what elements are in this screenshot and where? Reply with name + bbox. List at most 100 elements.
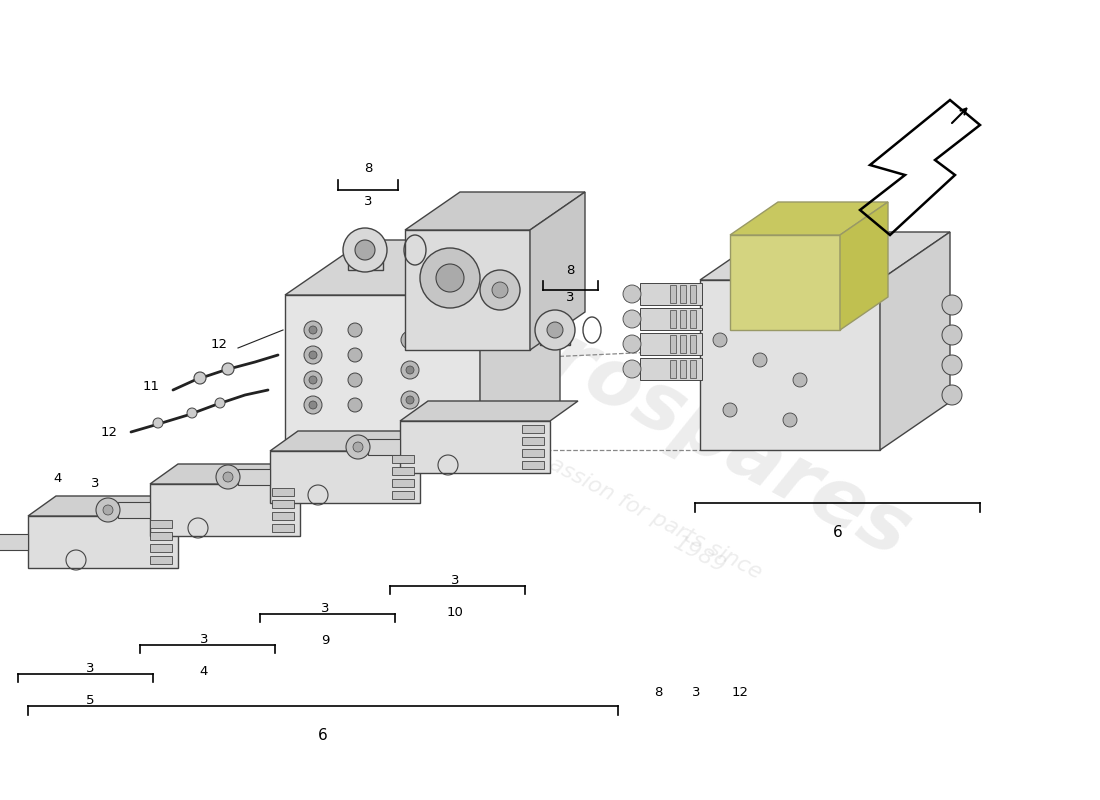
Text: 3: 3 xyxy=(692,686,701,698)
Circle shape xyxy=(346,435,370,459)
FancyBboxPatch shape xyxy=(0,534,28,550)
Text: 12: 12 xyxy=(732,686,748,698)
Circle shape xyxy=(623,360,641,378)
Circle shape xyxy=(216,465,240,489)
Text: 3: 3 xyxy=(566,291,574,304)
FancyBboxPatch shape xyxy=(640,358,702,380)
Circle shape xyxy=(343,228,387,272)
Circle shape xyxy=(348,323,362,337)
Text: 3: 3 xyxy=(364,195,372,208)
Polygon shape xyxy=(700,232,950,280)
Circle shape xyxy=(153,418,163,428)
Text: 3: 3 xyxy=(321,602,329,615)
Circle shape xyxy=(214,398,225,408)
Polygon shape xyxy=(285,240,560,295)
Circle shape xyxy=(309,351,317,359)
FancyBboxPatch shape xyxy=(680,335,686,353)
Text: 3: 3 xyxy=(90,477,99,490)
Text: 4: 4 xyxy=(200,665,208,678)
FancyBboxPatch shape xyxy=(285,295,480,460)
Polygon shape xyxy=(28,496,206,516)
Circle shape xyxy=(547,322,563,338)
FancyBboxPatch shape xyxy=(680,285,686,303)
Circle shape xyxy=(304,346,322,364)
Circle shape xyxy=(402,331,419,349)
Polygon shape xyxy=(730,202,888,235)
Text: 11: 11 xyxy=(143,381,160,394)
Text: 6: 6 xyxy=(318,728,328,743)
FancyBboxPatch shape xyxy=(690,285,696,303)
FancyBboxPatch shape xyxy=(670,310,676,328)
Text: 8: 8 xyxy=(364,162,372,175)
FancyBboxPatch shape xyxy=(348,240,383,270)
Text: 3: 3 xyxy=(200,633,208,646)
Circle shape xyxy=(492,282,508,298)
Circle shape xyxy=(480,270,520,310)
FancyBboxPatch shape xyxy=(522,437,544,445)
FancyBboxPatch shape xyxy=(28,516,178,568)
Text: a passion for parts since: a passion for parts since xyxy=(515,437,766,583)
FancyBboxPatch shape xyxy=(405,230,530,350)
FancyBboxPatch shape xyxy=(670,360,676,378)
FancyBboxPatch shape xyxy=(150,484,300,536)
Circle shape xyxy=(304,371,322,389)
Text: 9: 9 xyxy=(321,634,329,647)
Text: 8: 8 xyxy=(566,264,574,277)
Circle shape xyxy=(103,505,113,515)
FancyBboxPatch shape xyxy=(150,544,172,552)
Circle shape xyxy=(187,408,197,418)
FancyBboxPatch shape xyxy=(680,360,686,378)
Circle shape xyxy=(348,348,362,362)
Circle shape xyxy=(309,326,317,334)
Text: 8: 8 xyxy=(653,686,662,698)
FancyBboxPatch shape xyxy=(272,512,294,520)
FancyBboxPatch shape xyxy=(272,500,294,508)
FancyBboxPatch shape xyxy=(238,469,270,485)
FancyBboxPatch shape xyxy=(730,235,840,330)
Circle shape xyxy=(406,366,414,374)
Circle shape xyxy=(402,361,419,379)
Circle shape xyxy=(783,413,798,427)
Polygon shape xyxy=(840,202,888,330)
Text: 6: 6 xyxy=(833,525,843,540)
FancyBboxPatch shape xyxy=(640,333,702,355)
Circle shape xyxy=(304,321,322,339)
Circle shape xyxy=(348,373,362,387)
FancyBboxPatch shape xyxy=(270,451,420,503)
Circle shape xyxy=(623,310,641,328)
Circle shape xyxy=(355,240,375,260)
Circle shape xyxy=(194,372,206,384)
FancyBboxPatch shape xyxy=(670,335,676,353)
Polygon shape xyxy=(400,401,578,421)
FancyBboxPatch shape xyxy=(700,280,880,450)
FancyBboxPatch shape xyxy=(540,320,570,345)
FancyBboxPatch shape xyxy=(640,283,702,305)
FancyBboxPatch shape xyxy=(522,461,544,469)
Circle shape xyxy=(535,310,575,350)
Circle shape xyxy=(713,333,727,347)
Circle shape xyxy=(942,325,962,345)
Circle shape xyxy=(436,264,464,292)
Text: 12: 12 xyxy=(211,338,228,350)
FancyBboxPatch shape xyxy=(690,310,696,328)
Circle shape xyxy=(942,355,962,375)
Circle shape xyxy=(223,472,233,482)
Circle shape xyxy=(222,363,234,375)
Text: 1989: 1989 xyxy=(670,533,729,577)
Circle shape xyxy=(723,403,737,417)
Circle shape xyxy=(309,401,317,409)
Text: 4: 4 xyxy=(54,472,63,485)
FancyBboxPatch shape xyxy=(640,308,702,330)
Circle shape xyxy=(623,285,641,303)
FancyBboxPatch shape xyxy=(690,360,696,378)
Circle shape xyxy=(406,336,414,344)
Circle shape xyxy=(402,391,419,409)
FancyBboxPatch shape xyxy=(522,449,544,457)
FancyBboxPatch shape xyxy=(400,421,550,473)
Polygon shape xyxy=(150,464,328,484)
FancyBboxPatch shape xyxy=(272,524,294,532)
FancyBboxPatch shape xyxy=(680,310,686,328)
Circle shape xyxy=(406,396,414,404)
Polygon shape xyxy=(480,240,560,460)
FancyBboxPatch shape xyxy=(670,285,676,303)
